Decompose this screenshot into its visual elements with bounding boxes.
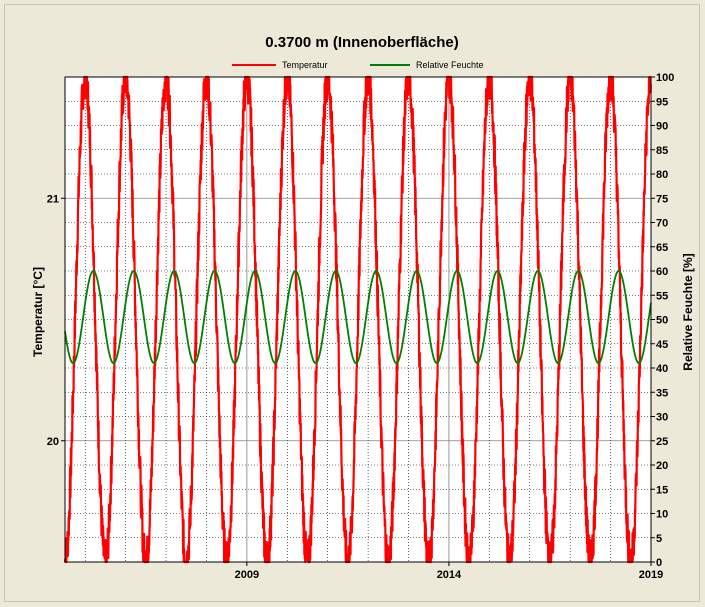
y-right-tick-label: 40 [656, 363, 668, 375]
y-right-tick-label: 50 [656, 315, 668, 327]
y-right-tick-label: 60 [656, 266, 668, 278]
y-right-tick-label: 15 [656, 484, 668, 496]
y-right-tick-label: 70 [656, 218, 668, 230]
y-right-tick-label: 55 [656, 290, 668, 302]
chart-frame [4, 4, 700, 602]
y-right-tick-label: 25 [656, 436, 668, 448]
humidity-line [64, 270, 652, 365]
x-tick-label: 2019 [639, 569, 663, 581]
y-left-axis-title: Temperatur [°C] [31, 267, 45, 357]
temperature-line [63, 75, 653, 564]
x-tick-label: 2009 [235, 569, 259, 581]
x-tick-label: 2014 [437, 569, 462, 581]
y-left-tick-label: 21 [47, 193, 59, 205]
y-right-tick-label: 30 [656, 412, 668, 424]
y-right-tick-label: 45 [656, 339, 668, 351]
y-right-tick-label: 65 [656, 242, 668, 254]
chart-title: 0.3700 m (Innenoberfläche) [265, 34, 458, 51]
y-right-axis-title: Relative Feuchte [%] [681, 253, 695, 370]
y-right-tick-label: 20 [656, 460, 668, 472]
y-right-tick-label: 75 [656, 193, 668, 205]
grid [65, 77, 651, 562]
legend-humidity-label: Relative Feuchte [416, 60, 484, 70]
y-right-tick-label: 85 [656, 145, 668, 157]
y-right-tick-label: 0 [656, 557, 662, 569]
y-right-tick-label: 95 [656, 96, 668, 108]
y-right-tick-label: 10 [656, 509, 668, 521]
y-right-tick-label: 100 [656, 72, 674, 84]
axes: 0 5 10 15 20 25 30 35 40 45 50 55 60 65 70 75 80 85 90 95 10… [47, 72, 675, 581]
plot-border [64, 76, 652, 563]
temperature-series [63, 75, 653, 564]
y-right-tick-label: 5 [656, 533, 662, 545]
y-right-tick-label: 80 [656, 169, 668, 181]
y-left-tick-label: 20 [47, 436, 59, 448]
y-right-tick-label: 90 [656, 121, 668, 133]
y-right-tick-label: 35 [656, 387, 668, 399]
humidity-series [64, 270, 652, 365]
legend-temperature-label: Temperatur [282, 60, 328, 70]
